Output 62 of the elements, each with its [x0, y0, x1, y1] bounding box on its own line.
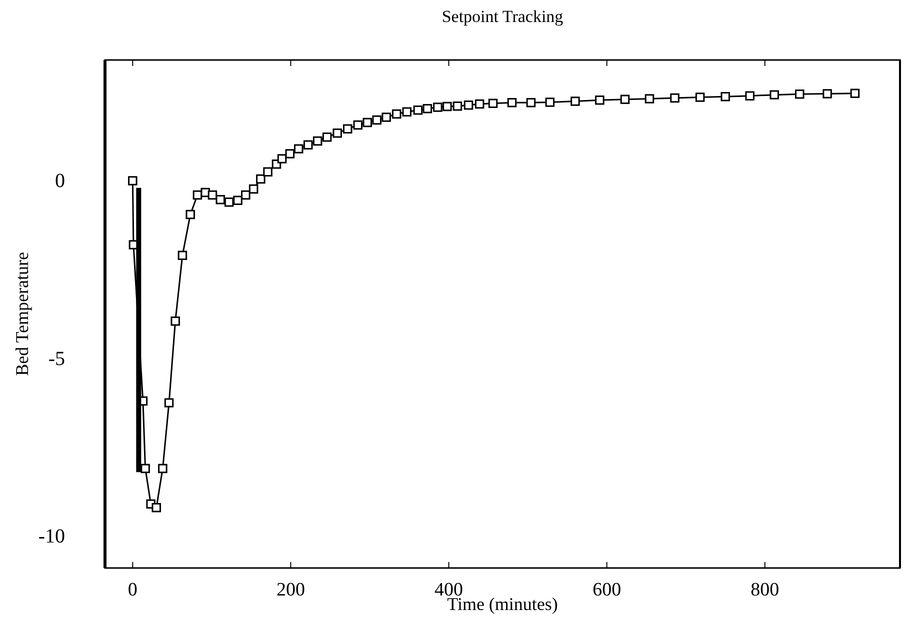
- point: [422, 104, 432, 114]
- point: [850, 88, 860, 98]
- y-axis-title: Bed Temperature: [12, 252, 32, 376]
- point: [322, 132, 332, 142]
- point: [372, 115, 382, 125]
- point: [186, 210, 195, 220]
- point: [152, 502, 161, 512]
- point: [216, 194, 225, 204]
- point: [158, 464, 168, 474]
- point: [474, 99, 484, 109]
- point: [402, 107, 412, 116]
- y-tick-label: -5: [48, 348, 65, 370]
- point: [332, 128, 342, 138]
- point: [545, 98, 555, 107]
- point: [362, 118, 372, 128]
- point: [233, 196, 242, 205]
- chart-title: Setpoint Tracking: [442, 7, 564, 26]
- point: [256, 174, 266, 184]
- point: [795, 89, 804, 99]
- point: [140, 464, 150, 474]
- point: [277, 154, 287, 164]
- point: [353, 120, 363, 130]
- point: [342, 124, 352, 134]
- point: [670, 93, 680, 103]
- point: [241, 190, 250, 200]
- point: [303, 140, 313, 150]
- point: [285, 149, 295, 158]
- point: [526, 98, 536, 108]
- point: [595, 96, 604, 105]
- point: [442, 102, 452, 112]
- point: [745, 91, 754, 101]
- point: [620, 94, 630, 104]
- point: [644, 94, 654, 104]
- point: [488, 98, 498, 108]
- point: [507, 98, 517, 108]
- point: [464, 100, 474, 110]
- x-tick-label: 600: [592, 579, 622, 600]
- point: [392, 109, 402, 119]
- point: [224, 197, 234, 207]
- x-tick-label: 800: [750, 579, 780, 600]
- point: [294, 144, 304, 154]
- point: [695, 92, 705, 102]
- point: [263, 167, 272, 177]
- point: [164, 398, 174, 408]
- point: [570, 96, 580, 106]
- point: [312, 136, 322, 146]
- point: [178, 250, 188, 260]
- point: [170, 316, 180, 326]
- x-tick-label: 0: [128, 579, 138, 600]
- point: [720, 92, 730, 102]
- point: [822, 89, 832, 98]
- y-tick-label: 0: [55, 170, 65, 192]
- point: [208, 190, 218, 200]
- point: [382, 112, 391, 122]
- point: [433, 102, 442, 112]
- point: [452, 102, 462, 111]
- point: [413, 105, 423, 115]
- y-tick-label: -10: [38, 525, 65, 548]
- point: [128, 176, 138, 186]
- point: [770, 90, 779, 100]
- point: [248, 184, 258, 194]
- x-tick-label: 200: [276, 579, 305, 600]
